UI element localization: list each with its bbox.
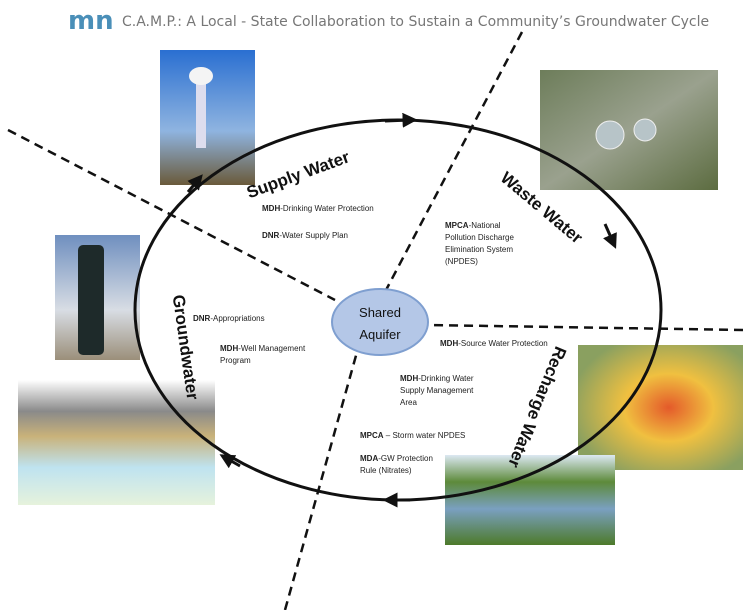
center-label: Aquifer	[359, 327, 401, 342]
agency-role: -Appropriations	[210, 314, 264, 323]
divider-line	[285, 352, 357, 610]
photo-detail	[196, 78, 206, 148]
agency-name: MPCA	[360, 431, 384, 440]
photo-detail	[78, 245, 104, 355]
agency-name: DNR	[262, 231, 279, 240]
agency-item: MPCA – Storm water NPDES	[360, 430, 510, 442]
divider-line	[428, 325, 743, 330]
diagram: Shared Aquifer Supply Water Waste Water …	[0, 0, 743, 610]
photo-detail	[596, 121, 624, 149]
photo-map	[578, 345, 743, 470]
agency-item: MDH-Source Water Protection	[440, 338, 600, 350]
agency-item: MDH-Well Management Program	[220, 343, 320, 367]
photo-wetland	[445, 455, 615, 545]
agency-name: MDA	[360, 454, 378, 463]
agency-item: DNR-Appropriations	[193, 313, 313, 325]
agency-item: MPCA-National Pollution Discharge Elimin…	[445, 220, 533, 268]
photo-detail	[634, 119, 656, 141]
agency-name: DNR	[193, 314, 210, 323]
logo: mn	[68, 6, 114, 36]
agency-item: MDA-GW Protection Rule (Nitrates)	[360, 453, 448, 477]
arrow	[385, 120, 410, 121]
agency-item: MDH-Drinking Water Protection	[262, 203, 412, 215]
title: C.A.M.P.: A Local - State Collaboration …	[122, 14, 709, 30]
diagram-canvas: Shared Aquifer Supply Water Waste Water …	[0, 0, 743, 610]
section-label: Supply Water	[244, 147, 352, 202]
section-label: Recharge Water	[504, 344, 570, 471]
agency-name: MPCA	[445, 221, 469, 230]
arrow	[605, 224, 613, 242]
agency-role: -Water Supply Plan	[279, 231, 348, 240]
agency-role: -Source Water Protection	[458, 339, 548, 348]
agency-name: MDH	[400, 374, 418, 383]
agency-role: – Storm water NPDES	[384, 431, 466, 440]
agency-item: DNR-Water Supply Plan	[262, 230, 412, 242]
agency-name: MDH	[220, 344, 238, 353]
agency-name: MDH	[262, 204, 280, 213]
center-label: Shared	[359, 305, 401, 320]
photo-detail	[189, 67, 213, 85]
agency-name: MDH	[440, 339, 458, 348]
agency-item: MDH-Drinking Water Supply Management Are…	[400, 373, 488, 409]
photo-treatment-plant	[540, 70, 718, 190]
center-circle	[332, 289, 428, 355]
agency-role: -Drinking Water Protection	[280, 204, 374, 213]
